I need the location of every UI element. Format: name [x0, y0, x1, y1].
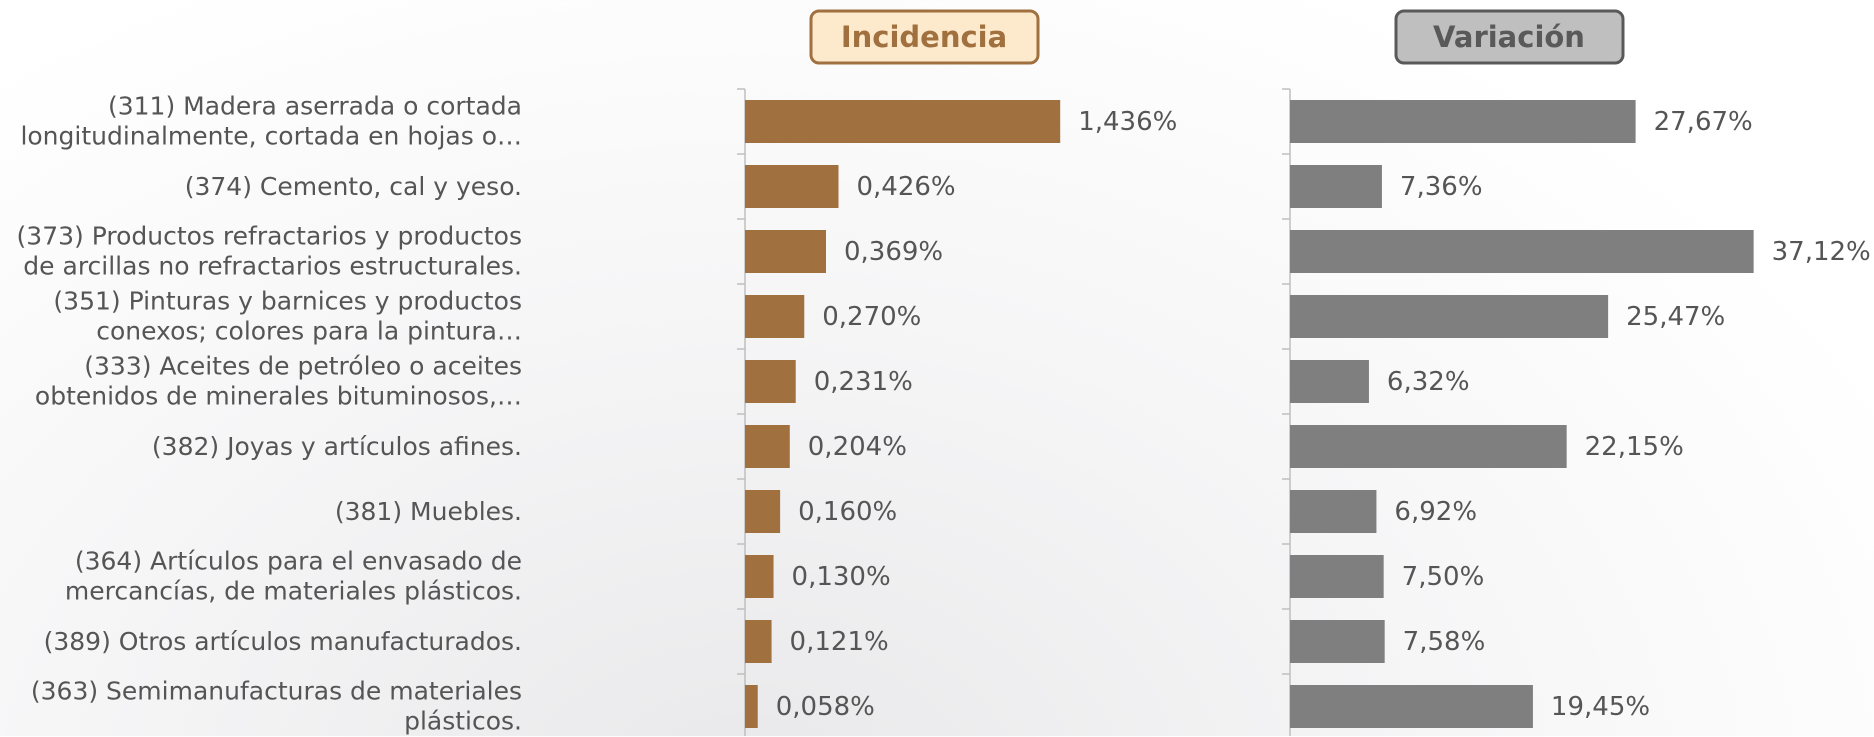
- value-label: 7,36%: [1400, 172, 1483, 202]
- bar: [745, 295, 805, 338]
- value-label: 0,160%: [798, 497, 897, 527]
- value-label: 1,436%: [1078, 107, 1177, 137]
- bar: [745, 555, 774, 598]
- panel-title: Variación: [1433, 20, 1585, 54]
- bar: [1290, 165, 1382, 208]
- bar: [1290, 685, 1533, 728]
- bar: [745, 360, 796, 403]
- value-label: 25,47%: [1626, 302, 1725, 332]
- category-label: (363) Semimanufacturas de materiales plá…: [30, 676, 522, 736]
- bar: [745, 685, 758, 728]
- bar: [1290, 100, 1636, 143]
- bar: [745, 490, 781, 533]
- bar: [1290, 295, 1609, 338]
- value-label: 6,32%: [1387, 367, 1470, 397]
- category-label: (373) Productos refractarios y productos…: [16, 221, 522, 281]
- bar: [1290, 425, 1567, 468]
- bar: [1290, 620, 1385, 663]
- bar: [745, 100, 1061, 143]
- value-label: 0,058%: [776, 692, 875, 722]
- value-label: 0,121%: [790, 627, 889, 657]
- bar: [745, 230, 826, 273]
- title-box: [809, 9, 1040, 65]
- title-box: [1394, 9, 1625, 65]
- bar: [745, 425, 790, 468]
- value-label: 37,12%: [1772, 237, 1871, 267]
- category-label: (374) Cemento, cal y yeso.: [184, 171, 522, 201]
- category-label: (381) Muebles.: [334, 496, 522, 526]
- value-label: 0,426%: [857, 172, 956, 202]
- bar: [1290, 360, 1369, 403]
- category-label: (364) Artículos para el envasado de merc…: [64, 546, 522, 606]
- value-label: 0,204%: [808, 432, 907, 462]
- category-label: (351) Pinturas y barnices y productos co…: [53, 286, 522, 346]
- panel-title: Incidencia: [841, 20, 1007, 54]
- category-label: (389) Otros artículos manufacturados.: [43, 626, 522, 656]
- value-label: 0,369%: [844, 237, 943, 267]
- category-label: (311) Madera aserrada o cortada longitud…: [20, 91, 522, 151]
- bar: [1290, 555, 1384, 598]
- bar: [745, 620, 772, 663]
- value-label: 0,231%: [814, 367, 913, 397]
- bar: [1290, 490, 1377, 533]
- value-label: 0,270%: [822, 302, 921, 332]
- value-label: 7,50%: [1402, 562, 1485, 592]
- value-label: 7,58%: [1403, 627, 1486, 657]
- category-label: (382) Joyas y artículos afines.: [151, 431, 522, 461]
- value-label: 22,15%: [1585, 432, 1684, 462]
- value-label: 27,67%: [1654, 107, 1753, 137]
- category-label: (333) Aceites de petróleo o aceites obte…: [34, 351, 522, 411]
- value-label: 0,130%: [792, 562, 891, 592]
- bar: [745, 165, 839, 208]
- value-label: 6,92%: [1394, 497, 1477, 527]
- value-label: 19,45%: [1551, 692, 1650, 722]
- bar: [1290, 230, 1754, 273]
